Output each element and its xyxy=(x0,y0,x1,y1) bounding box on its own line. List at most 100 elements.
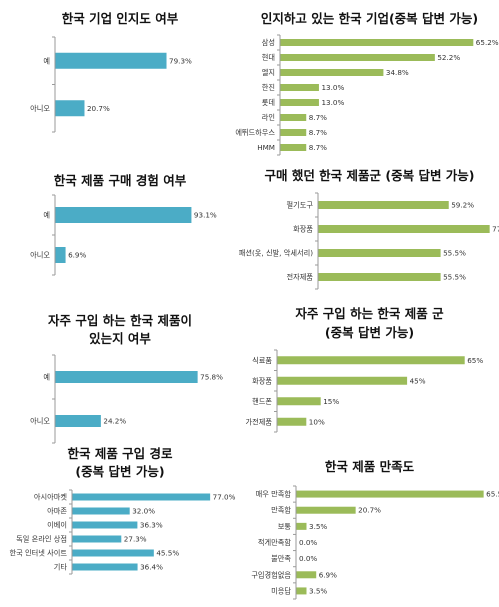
data-label: 20.7% xyxy=(87,104,110,113)
category-label: 예 xyxy=(43,373,50,382)
chart-title-line-1: 한국 제품 구입 경로 xyxy=(67,446,173,461)
category-label: 현대 xyxy=(262,53,275,62)
category-label: 아니오 xyxy=(30,417,50,426)
chart-plot: 예 75.8% 아니오 24.2% xyxy=(30,354,223,444)
category-label: 아시아마켓 xyxy=(34,493,67,502)
category-label: 아니오 xyxy=(30,104,50,113)
category-label: 만족함 xyxy=(271,506,291,515)
chart-plot: 식료품 65% 화장품 45% 핸드폰 15% 가전제품 10% xyxy=(246,349,483,433)
category-label: 기타 xyxy=(54,563,68,572)
chart-plot: 예 79.3% 아니오 20.7% xyxy=(30,36,192,133)
chart-purchase-experience: 한국 제품 구매 경험 여부 예 93.1% 아니오 6.9% xyxy=(0,0,240,300)
bar xyxy=(277,356,465,365)
category-label: 적게만족함 xyxy=(258,538,291,547)
bar xyxy=(55,52,167,69)
data-label: 0.0% xyxy=(299,554,317,563)
category-label: 에뛰드하우스 xyxy=(235,128,275,137)
chart-frequent-purchase: 자주 구입 하는 한국 제품이 있는지 여부 예 75.8% 아니오 24.2% xyxy=(0,0,240,460)
data-label: 6.9% xyxy=(68,251,86,260)
data-label: 65.2% xyxy=(476,38,499,47)
category-label: 식료품 xyxy=(252,356,272,365)
bar xyxy=(318,225,490,233)
data-label: 6.9% xyxy=(319,570,337,579)
data-label: 8.7% xyxy=(309,143,327,152)
bar xyxy=(277,397,321,406)
chart-plot: 펄기도구 59.2% 화장품 77.8% 패션(옷, 신발, 악세서리) 55.5% 전자제… xyxy=(239,192,499,290)
data-label: 77.0% xyxy=(213,493,236,502)
bar xyxy=(55,371,198,383)
bar xyxy=(280,129,307,136)
category-label: 예 xyxy=(43,211,50,220)
category-label: 화장품 xyxy=(293,225,313,234)
bar xyxy=(296,587,307,595)
category-label: 핸드폰 xyxy=(252,397,272,406)
data-label: 24.2% xyxy=(103,417,126,426)
category-label: 아니오 xyxy=(30,251,50,260)
data-label: 8.7% xyxy=(309,128,327,137)
data-label: 55.5% xyxy=(443,273,466,282)
data-label: 59.2% xyxy=(451,201,474,210)
data-label: 20.7% xyxy=(358,506,381,515)
bar xyxy=(280,144,307,151)
bar xyxy=(72,549,154,557)
category-label: 엘지 xyxy=(262,68,275,77)
chart-frequent-categories: 자주 구입 하는 한국 제품 군 (중복 답변 가능) 식료품 65% 화장품 45%… xyxy=(240,0,499,460)
bar xyxy=(296,506,356,514)
bar xyxy=(72,493,211,501)
data-label: 93.1% xyxy=(194,211,217,220)
bar xyxy=(280,69,384,76)
data-label: 27.3% xyxy=(124,535,147,544)
bar xyxy=(296,571,317,579)
bar xyxy=(318,201,449,209)
bar xyxy=(55,100,85,117)
category-label: 패션(옷, 신발, 악세서리) xyxy=(239,249,313,258)
chart-title-line-2: (중복 답변 가능) xyxy=(75,464,165,479)
category-label: 롯데 xyxy=(262,98,275,107)
data-label: 77.8% xyxy=(492,225,499,234)
category-label: 화장품 xyxy=(252,376,272,385)
category-label: 라인 xyxy=(262,113,275,122)
chart-plot: 매우 만족함 65.5% 만족함 20.7% 보통 3.5% 적게만족함 0.0% 불만족 0.0… xyxy=(251,485,499,600)
data-label: 13.0% xyxy=(321,98,344,107)
data-label: 3.5% xyxy=(309,586,327,595)
bar xyxy=(72,521,138,529)
bar xyxy=(280,114,307,121)
chart-title-line-2: (중복 답변 가능) xyxy=(324,325,415,340)
data-label: 36.3% xyxy=(140,521,163,530)
bar xyxy=(296,522,307,530)
chart-satisfaction: 한국 제품 만족도 매우 만족함 65.5% 만족함 20.7% 보통 3.5% 적게만족함… xyxy=(240,0,499,607)
category-label: HMM xyxy=(257,143,275,152)
data-label: 0.0% xyxy=(299,538,317,547)
bar xyxy=(318,273,441,281)
chart-title: 구매 했던 한국 제품군 (중복 답변 가능) xyxy=(264,168,475,183)
chart-title: 한국 제품 만족도 xyxy=(324,459,415,474)
data-label: 13.0% xyxy=(321,83,344,92)
data-label: 79.3% xyxy=(169,56,192,65)
bar xyxy=(280,39,474,46)
category-label: 예 xyxy=(43,56,50,65)
category-label: 전자제품 xyxy=(287,273,314,282)
category-label: 아마존 xyxy=(47,507,67,516)
data-label: 10% xyxy=(309,417,325,426)
bar xyxy=(280,99,319,106)
bar xyxy=(280,84,319,91)
bar xyxy=(277,376,408,385)
chart-known-companies: 인지하고 있는 한국 기업(중복 답변 가능) 삼성 65.2% 현대 52.2% 엘지… xyxy=(235,0,499,160)
chart-purchase-channels: 한국 제품 구입 경로 (중복 답변 가능) 아시아마켓 77.0% 아마존 32.0… xyxy=(0,0,240,607)
data-label: 65% xyxy=(467,356,483,365)
bar xyxy=(55,207,192,223)
category-label: 매우 만족함 xyxy=(256,490,292,499)
chart-title-line-2: 있는지 여부 xyxy=(89,331,151,346)
bar xyxy=(318,249,441,257)
chart-title: 인지하고 있는 한국 기업(중복 답변 가능) xyxy=(260,11,479,26)
category-label: 한국 인터넷 사이트 xyxy=(10,549,68,558)
bar xyxy=(55,247,66,263)
data-label: 75.8% xyxy=(200,373,223,382)
data-label: 65.5% xyxy=(486,490,499,499)
category-label: 구입경험없음 xyxy=(251,570,291,579)
chart-company-awareness: 한국 기업 인지도 여부 예 79.3% 아니오 20.7% xyxy=(0,0,240,150)
bar xyxy=(296,490,484,498)
bar xyxy=(72,535,122,543)
bar xyxy=(72,507,130,515)
chart-title-line-1: 자주 구입 하는 한국 제품 군 xyxy=(295,306,444,321)
